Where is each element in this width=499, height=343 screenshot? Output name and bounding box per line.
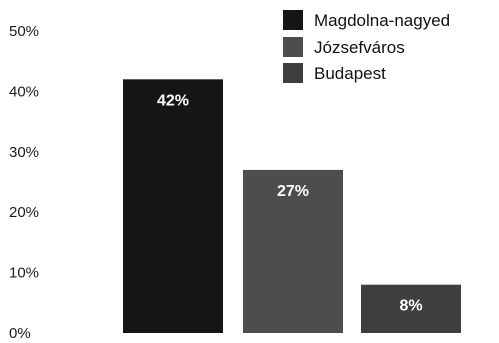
legend-swatch bbox=[283, 10, 303, 30]
y-tick-label: 20% bbox=[9, 204, 39, 221]
legend-label: Budapest bbox=[314, 64, 386, 83]
y-tick-label: 30% bbox=[9, 144, 39, 161]
bar-1 bbox=[123, 79, 223, 333]
legend-swatch bbox=[283, 63, 303, 83]
data-label: 8% bbox=[399, 298, 422, 315]
y-tick-label: 50% bbox=[9, 23, 39, 40]
legend: Magdolna-nagyed Józsefváros Budapest bbox=[283, 10, 450, 83]
y-tick-label: 40% bbox=[9, 83, 39, 100]
y-tick-label: 10% bbox=[9, 265, 39, 282]
legend-label: Magdolna-nagyed bbox=[314, 11, 450, 30]
bars: 42% 27% 8% bbox=[123, 79, 461, 333]
legend-swatch bbox=[283, 37, 303, 57]
legend-label: Józsefváros bbox=[314, 38, 405, 57]
bar-2 bbox=[243, 169, 343, 333]
bar-3 bbox=[361, 284, 461, 333]
y-axis: 0% 10% 20% 30% 40% 50% bbox=[9, 23, 39, 342]
data-label: 27% bbox=[277, 183, 309, 200]
y-tick-label: 0% bbox=[9, 325, 31, 342]
data-label: 42% bbox=[157, 92, 189, 109]
